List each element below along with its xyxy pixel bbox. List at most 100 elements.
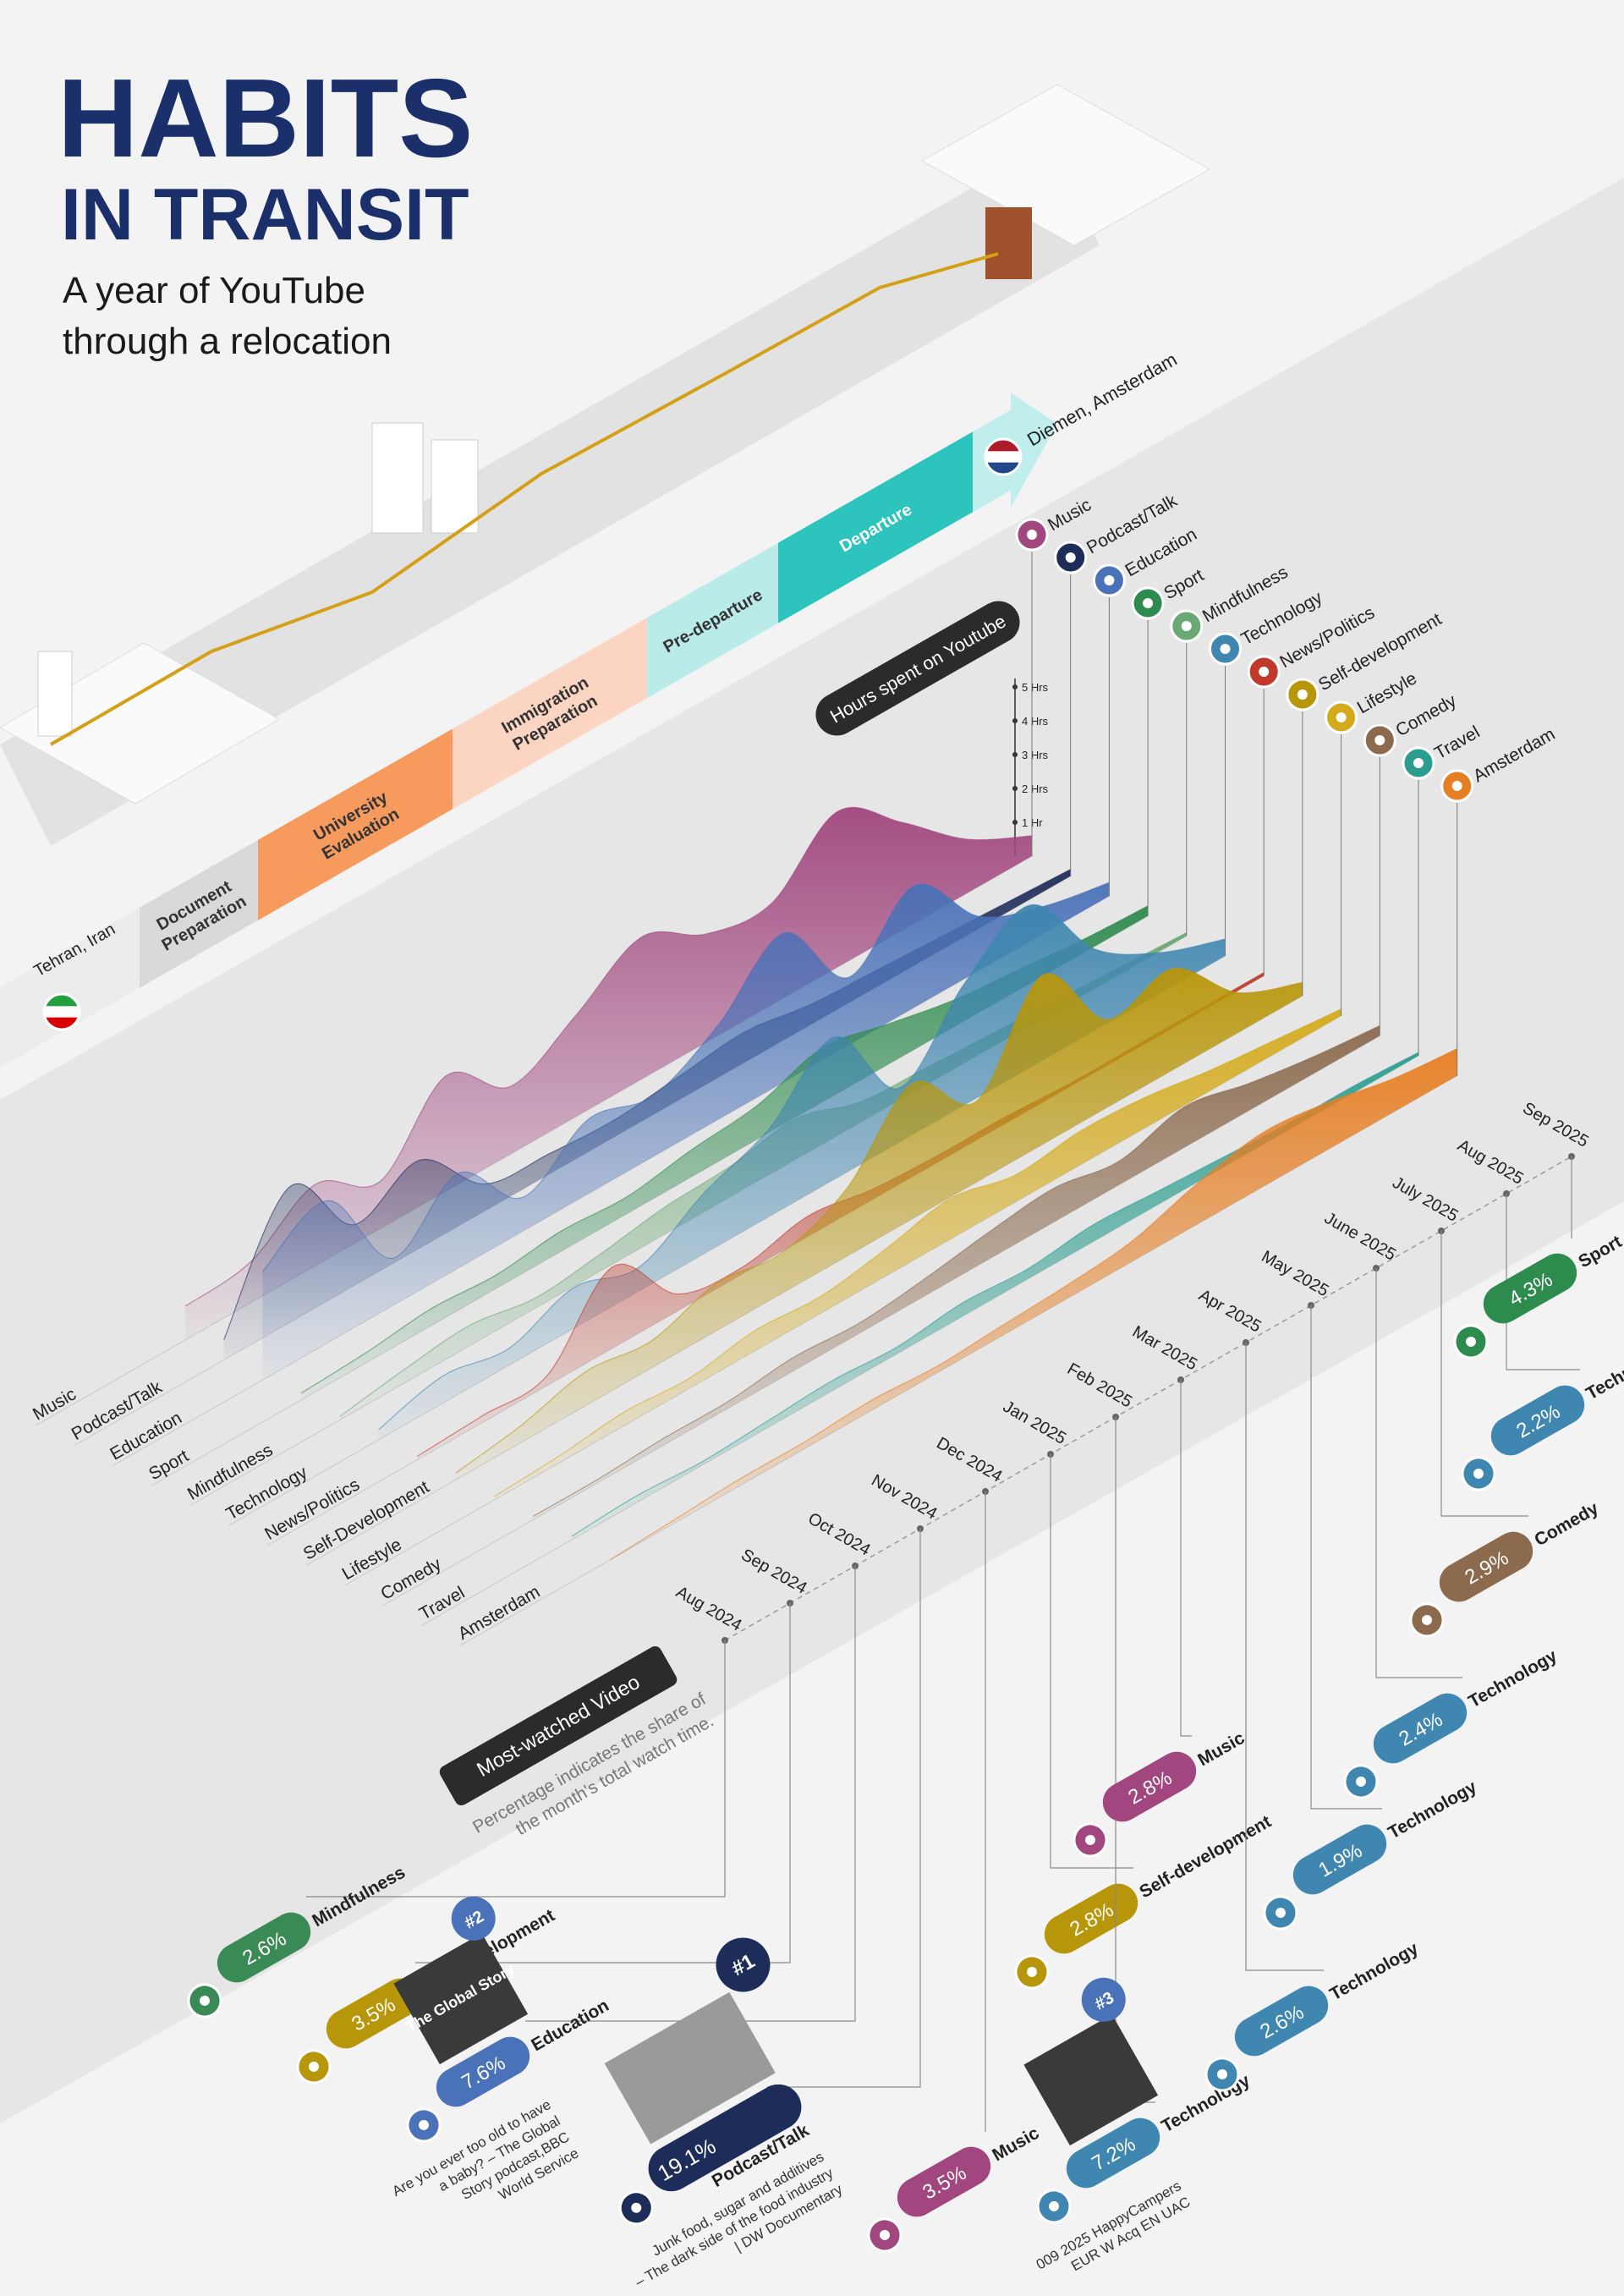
category-icon-glyph [1084, 1834, 1095, 1845]
value-box [1439, 1531, 1533, 1602]
y-tick-label: 5 Hrs [1022, 681, 1049, 694]
legend-icon-glyph [1065, 552, 1076, 563]
legend-icon-glyph [1027, 530, 1037, 540]
leader-line [1050, 1454, 1133, 1869]
title-line: HABITS [58, 56, 473, 180]
y-tick [1012, 752, 1018, 757]
ridge-line [378, 904, 1226, 1431]
legend-icon-glyph [1104, 575, 1115, 585]
value-box [897, 2146, 991, 2217]
leader-line [985, 1491, 986, 2132]
ridge-line [184, 806, 1033, 1307]
legend-icon-glyph [1336, 712, 1347, 722]
leader-line [1245, 1343, 1324, 1971]
value-box [436, 2036, 530, 2107]
flag-stripe [45, 1006, 79, 1019]
category-icon-glyph [199, 1995, 210, 2006]
category-icon-glyph [1465, 1336, 1476, 1347]
legend-icon-glyph [1413, 758, 1424, 768]
legend-icon-glyph [1374, 735, 1385, 745]
building [431, 439, 479, 534]
category-icon-glyph [1355, 1776, 1366, 1787]
flag-stripe [45, 1017, 79, 1029]
phase-segment [140, 839, 258, 988]
category-icon-glyph [1048, 2200, 1059, 2211]
rank-badge [451, 1896, 496, 1941]
y-tick-label: 1 Hr [1022, 816, 1043, 829]
y-tick-label: 3 Hrs [1022, 749, 1049, 761]
value-box [217, 1912, 311, 1983]
value-box [648, 2084, 802, 2192]
rank-badge [1081, 1977, 1126, 2022]
flag-ring [984, 437, 1023, 476]
ridge-area [610, 1048, 1457, 1560]
value-box [1373, 1693, 1468, 1764]
ridge-line [494, 1008, 1341, 1497]
y-tick-label: 4 Hrs [1022, 715, 1049, 728]
y-tick [1012, 718, 1018, 723]
subtitle-line: A year of YouTube [63, 270, 365, 311]
phase-segment [778, 431, 973, 623]
building [37, 651, 73, 737]
flag-ring [42, 992, 81, 1031]
y-tick-label: 2 Hrs [1022, 783, 1049, 795]
flag-stripe [986, 462, 1020, 474]
ridge-area [533, 1025, 1380, 1520]
most-watched-title-bg [439, 1646, 678, 1805]
category-icon-glyph [631, 2202, 642, 2213]
header: HABITS IN TRANSIT A year of YouTube thro… [58, 56, 473, 362]
category-icon-glyph [308, 2061, 319, 2072]
title-line: IN TRANSIT [61, 174, 469, 255]
leader-line [1440, 1231, 1528, 1517]
leader-line [1506, 1194, 1580, 1370]
legend-icon-glyph [1220, 644, 1231, 654]
value-box [1483, 1253, 1577, 1324]
leader-line [767, 1529, 921, 2088]
legend-icon-glyph [1451, 781, 1462, 791]
category-icon-glyph [418, 2119, 429, 2130]
rank-badge [716, 1937, 771, 1992]
building [985, 207, 1032, 279]
legend-icon-glyph [1143, 598, 1154, 608]
legend-icon-glyph [1181, 621, 1192, 631]
y-tick [1012, 684, 1018, 689]
ridge-line [455, 968, 1303, 1474]
video-thumbnail [393, 1933, 529, 2065]
month-axis [724, 1156, 1572, 1641]
ridge-area [572, 1052, 1418, 1540]
ridge-area [494, 1008, 1341, 1500]
leader-line [1375, 1268, 1462, 1678]
ridge-line [610, 1048, 1457, 1561]
leader-line [525, 1566, 856, 2022]
leader-line [306, 1640, 726, 1898]
subtitle-line: through a relocation [63, 321, 392, 362]
y-tick [1012, 820, 1018, 825]
phase-segment [647, 542, 778, 699]
flag-stripe [986, 440, 1020, 452]
flag-stripe [45, 995, 79, 1007]
building [371, 422, 424, 534]
phase-segment [453, 618, 647, 810]
tehran-map [0, 642, 281, 805]
leader-line [1310, 1305, 1382, 1810]
ridge-line [533, 1024, 1380, 1517]
value-box [1066, 2117, 1160, 2189]
route-line [49, 252, 999, 746]
ridge-area [301, 905, 1149, 1400]
category-icon-glyph [879, 2229, 890, 2240]
category-icon-glyph [1216, 2068, 1227, 2079]
y-axis-label-bg [815, 601, 1020, 736]
value-box [1234, 1986, 1329, 2057]
category-icon-glyph [1473, 1468, 1484, 1479]
y-tick [1012, 786, 1018, 791]
most-watched-item: 2.6%Technology [1204, 1939, 1422, 2092]
value-box [1490, 1385, 1585, 1456]
leader-line [415, 1603, 791, 1964]
ridge-area [455, 968, 1303, 1480]
flag-stripe [986, 451, 1020, 464]
category-icon-glyph [1026, 1966, 1037, 1977]
ridge-area [262, 882, 1110, 1381]
video-thumbnail [1023, 2014, 1159, 2146]
